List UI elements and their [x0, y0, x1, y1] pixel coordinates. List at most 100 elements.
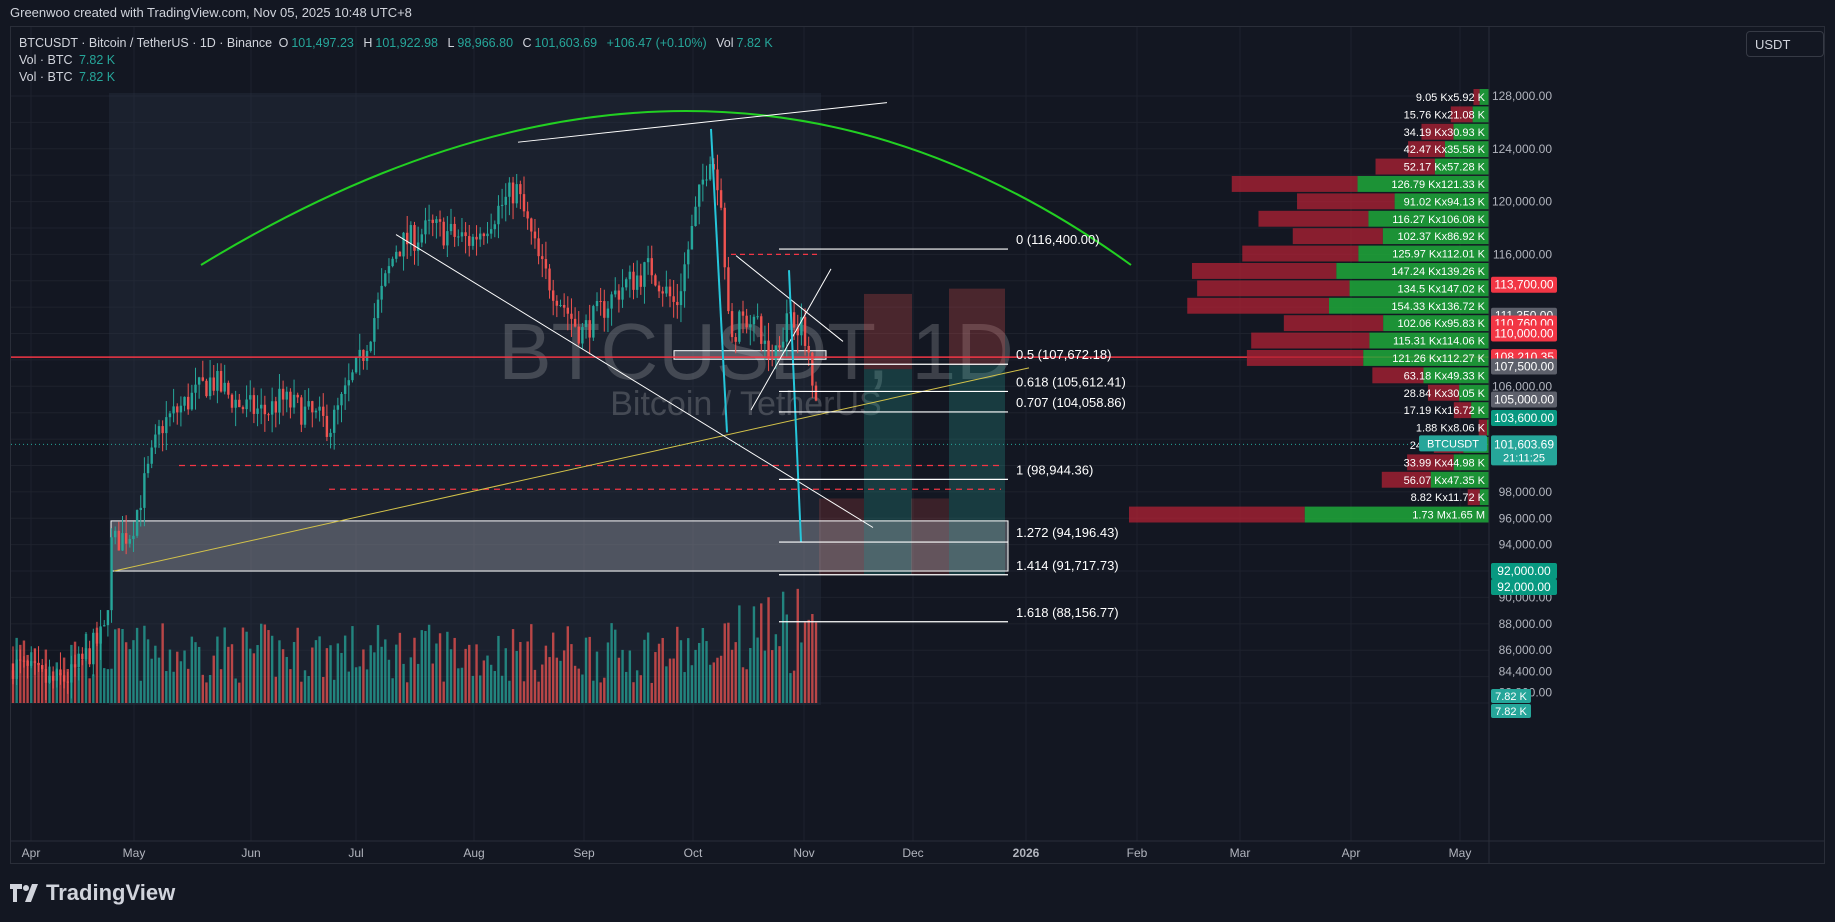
- candle-body: [533, 231, 537, 239]
- candle-body: [665, 286, 668, 294]
- time-axis-label: Jun: [241, 846, 260, 860]
- symbol-description[interactable]: BTCUSDT · Bitcoin / TetherUS · 1D · Bina…: [19, 36, 273, 50]
- volume-bar: [99, 628, 102, 703]
- volume-profile-buy-bar: [1382, 228, 1489, 245]
- volume-profile-sell-bar: [1381, 471, 1431, 488]
- currency-selector[interactable]: USDT: [1746, 31, 1824, 57]
- candle-body: [103, 625, 106, 627]
- volume-profile-sell-bar: [1421, 123, 1454, 140]
- candle-body: [88, 648, 91, 665]
- candle-body: [77, 653, 80, 668]
- volume-bar: [373, 652, 376, 703]
- long-position-target: [864, 369, 912, 576]
- volume-bar: [650, 682, 653, 703]
- price-axis-label: 98,000.00: [1499, 485, 1553, 499]
- candle-body: [124, 533, 128, 544]
- candle-body: [760, 316, 763, 344]
- volume-bar: [807, 619, 810, 703]
- volume-profile-buy-bar: [1394, 193, 1489, 210]
- price-badge: [1491, 391, 1557, 408]
- volume-profile-buy-bar: [1453, 454, 1489, 471]
- volume-profile-buy-bar: [1368, 210, 1489, 227]
- candle-body: [212, 377, 215, 391]
- volume-bar: [730, 649, 734, 703]
- high-label: H: [363, 36, 373, 50]
- candle-body: [592, 306, 595, 338]
- candle-body: [249, 395, 252, 400]
- long-position-target: [949, 365, 1005, 576]
- volume-bar: [62, 657, 66, 703]
- volume-bar: [727, 622, 730, 703]
- volume-profile-label: 34.19 Kx30.93 K: [1404, 127, 1486, 139]
- volume-bar: [88, 678, 91, 703]
- price-badge: [1491, 325, 1557, 342]
- open-label: O: [278, 36, 289, 50]
- candle-body: [409, 225, 413, 245]
- volume-indicator-row[interactable]: Vol · BTC 7.82 K: [19, 69, 779, 86]
- volume-bar: [278, 640, 281, 703]
- volume-bar: [665, 666, 668, 703]
- short-position-box: [819, 498, 864, 576]
- volume-profile-label: 9.05 Kx5.92 K: [1416, 92, 1486, 104]
- volume-bar: [800, 642, 803, 703]
- volume-bar: [223, 627, 226, 703]
- candle-body: [176, 406, 179, 413]
- candle-body: [599, 301, 602, 303]
- volume-bars: [11, 588, 818, 703]
- volume-bar: [121, 628, 124, 703]
- candle-body: [117, 530, 121, 551]
- volume-profile-sell-bar: [1407, 454, 1454, 471]
- volume-bar: [493, 671, 496, 703]
- candle-body: [672, 296, 675, 302]
- volume-bar: [311, 647, 314, 703]
- candle-body: [190, 392, 194, 410]
- volume-indicator-row[interactable]: Vol · BTC 7.82 K: [19, 52, 779, 69]
- volume-bar: [241, 627, 245, 703]
- volume-profile-buy-bar: [1329, 297, 1489, 314]
- volume-profile-buy-bar: [1444, 141, 1489, 158]
- volume-bar: [610, 623, 613, 703]
- price-badge-label: 92,000.00: [1497, 580, 1551, 594]
- volume-bar: [756, 637, 759, 703]
- tradingview-logo[interactable]: TradingView: [10, 880, 175, 906]
- candle-body: [562, 305, 566, 308]
- candle-body: [347, 380, 350, 386]
- candle-body: [500, 204, 504, 206]
- volume-bar: [584, 637, 588, 703]
- volume-bar: [15, 637, 18, 703]
- price-badge-label: 103,600.00: [1494, 411, 1554, 425]
- chart-pane[interactable]: BTCUSDT, 1D Bitcoin / TetherUS 0 (116,400.…: [10, 26, 1825, 864]
- attribution-text: Greenwoo created with TradingView.com, N…: [10, 5, 412, 20]
- candle-body: [489, 229, 493, 234]
- volume-bar: [548, 657, 551, 703]
- candle-body: [632, 271, 635, 290]
- volume-bar: [336, 643, 340, 703]
- volume-bar: [117, 628, 121, 703]
- candle-body: [289, 391, 292, 408]
- candle-body: [292, 394, 296, 408]
- candle-body: [657, 285, 661, 292]
- volume-bar: [632, 682, 635, 703]
- volume-bar: [249, 648, 252, 703]
- candle-body: [201, 377, 204, 381]
- candle-body: [300, 397, 303, 425]
- volume-bar: [515, 650, 518, 703]
- candle-body: [785, 313, 788, 342]
- candle-body: [172, 406, 175, 414]
- volume-bar: [719, 655, 723, 703]
- volume-bar: [208, 674, 212, 703]
- volume-profile-label: 1.73 Mx1.65 M: [1412, 510, 1485, 522]
- volume-bar: [522, 681, 526, 703]
- candle-body: [614, 290, 617, 295]
- price-axis-label: 116,000.00: [1493, 247, 1552, 261]
- candle-body: [303, 406, 307, 425]
- volume-bar: [274, 676, 277, 703]
- volume-bar: [654, 652, 657, 703]
- volume-bar: [635, 670, 639, 703]
- candle-body: [807, 345, 810, 353]
- volume-bar: [66, 669, 69, 703]
- candle-body: [457, 236, 460, 238]
- volume-profile-sell-bar: [1408, 141, 1445, 158]
- volume-profile-buy-bar: [1430, 471, 1489, 488]
